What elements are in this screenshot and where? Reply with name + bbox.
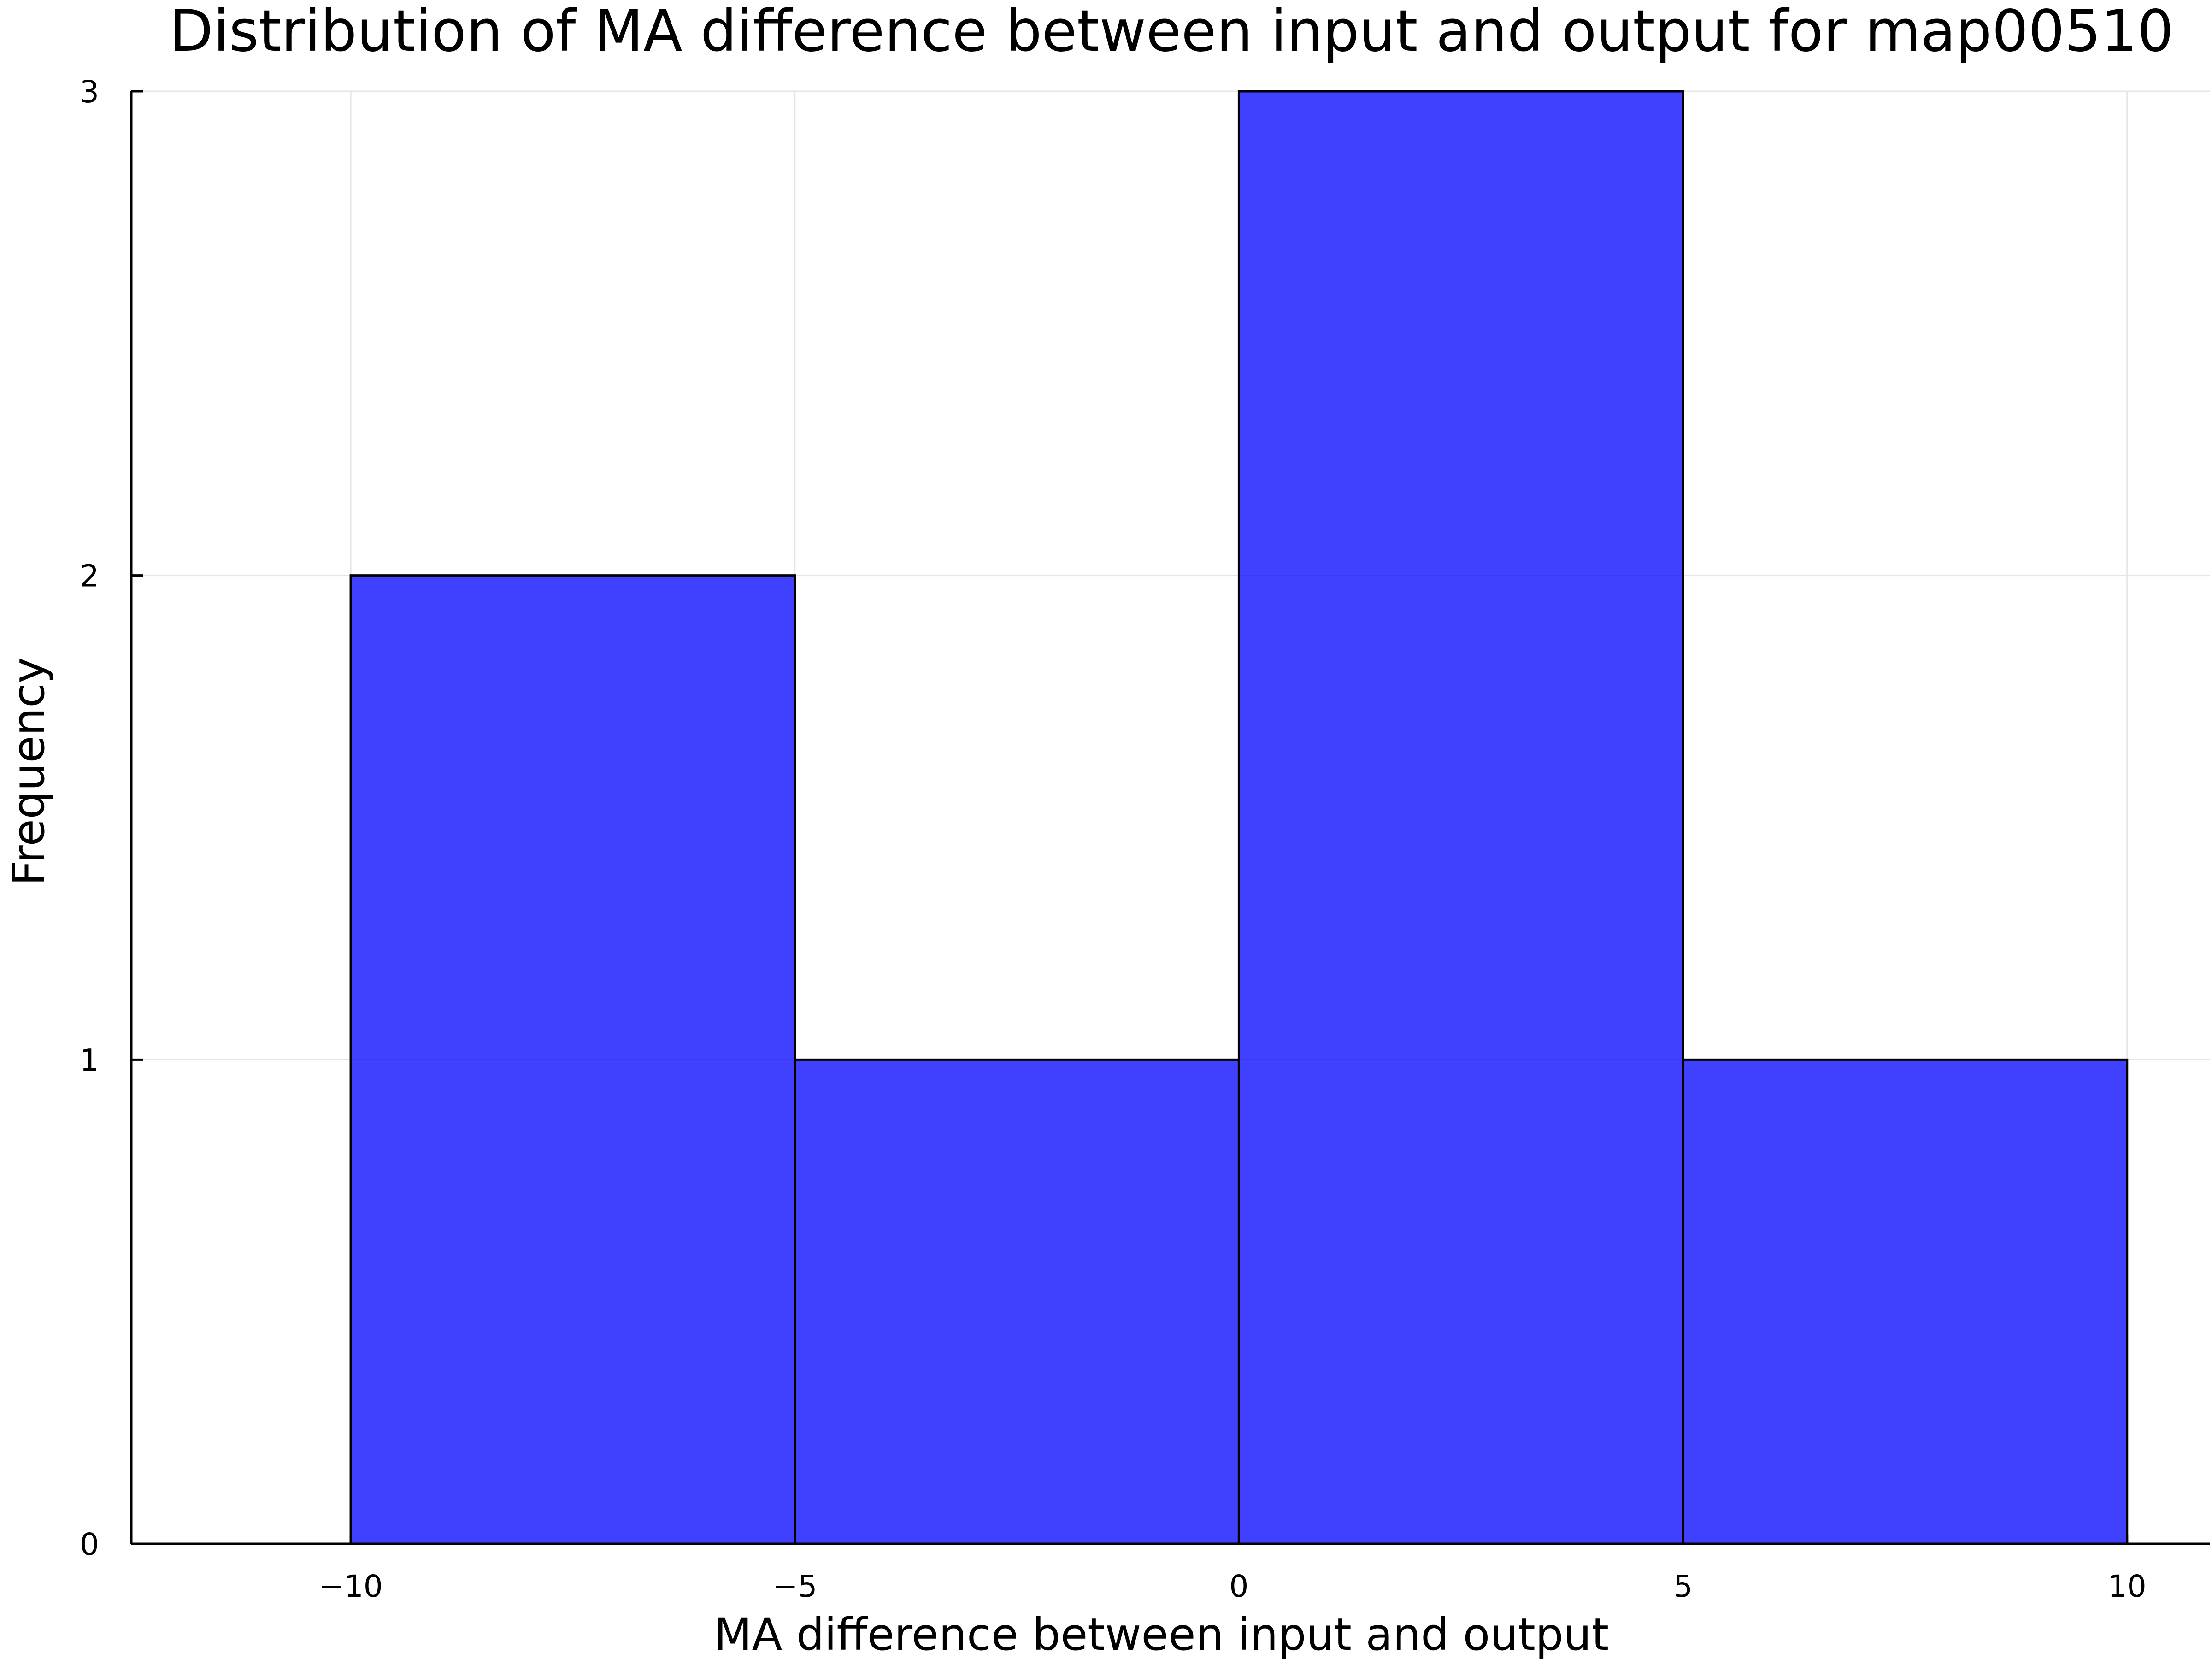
- histogram-bar: [794, 1058, 1240, 1545]
- histogram-bar: [1682, 1058, 2129, 1545]
- y-axis-title: Frequency: [3, 657, 54, 886]
- x-tick-label: 0: [1229, 1569, 1248, 1604]
- x-tick-label: 5: [1673, 1569, 1693, 1604]
- x-axis-title: MA difference between input and output: [714, 1609, 1609, 1659]
- chart-title: Distribution of MA difference between in…: [169, 0, 2174, 65]
- y-tick-label: 2: [80, 559, 99, 594]
- axes: [130, 91, 2210, 1545]
- y-tick-label: 3: [80, 74, 99, 110]
- x-tick-label: −10: [318, 1569, 382, 1604]
- y-tick-label: 0: [80, 1527, 99, 1562]
- histogram-bar: [1237, 90, 1684, 1545]
- x-tick-label: −5: [772, 1569, 817, 1604]
- histogram-bars: [349, 90, 2129, 1545]
- histogram-bar: [349, 574, 796, 1545]
- y-tick-label: 1: [80, 1042, 99, 1078]
- tick-labels: −10 −5 0 5 10 0 1 2 3: [80, 74, 2147, 1604]
- x-tick-label: 10: [2108, 1569, 2147, 1604]
